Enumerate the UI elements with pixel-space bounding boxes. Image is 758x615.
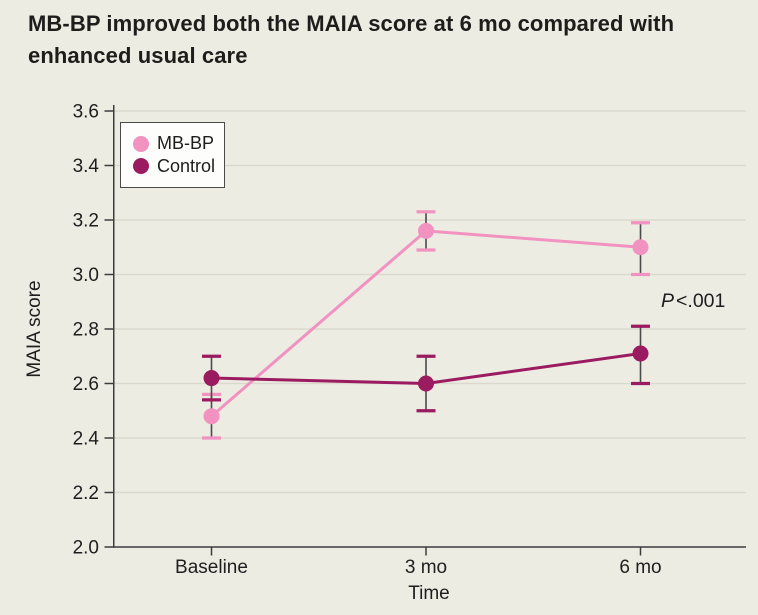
- x-tick-label-baseline: Baseline: [175, 557, 248, 578]
- p-symbol: P: [661, 290, 675, 312]
- figure-title-line-2: enhanced usual care: [28, 43, 248, 68]
- y-tick-label: 2.8: [73, 320, 99, 341]
- x-tick-label-3-mo: 3 mo: [405, 557, 447, 578]
- p-value-text: <.001: [676, 290, 726, 312]
- y-tick-label: 3.2: [73, 211, 99, 232]
- mb-bp-point-3-mo: [418, 222, 434, 239]
- y-tick-label: 2.0: [73, 538, 99, 559]
- y-tick-label: 3.4: [73, 156, 100, 177]
- legend-item-mb-bp: MB-BP: [133, 132, 224, 154]
- mb-bp-point-6-mo: [632, 239, 649, 256]
- y-axis-title: MAIA score: [24, 280, 45, 377]
- y-tick-label: 3.6: [73, 102, 99, 123]
- y-tick-label: 2.6: [73, 374, 99, 395]
- figure-title: MB-BP improved both the MAIA score at 6 …: [28, 8, 728, 72]
- mb-bp-series-swatch-icon: [133, 135, 149, 152]
- control-series-swatch-icon: [133, 158, 149, 175]
- x-tick-label-6-mo: 6 mo: [619, 557, 661, 578]
- x-axis-title: Time: [408, 583, 450, 604]
- control-point-6-mo: [632, 345, 649, 362]
- control-point-3-mo: [418, 375, 434, 392]
- mb-bp-point-baseline: [203, 408, 220, 425]
- legend-label-control: Control: [157, 155, 216, 176]
- y-tick-label: 2.2: [73, 483, 99, 504]
- legend-item-control: Control: [133, 155, 224, 177]
- figure-title-line-1: MB-BP improved both the MAIA score at 6 …: [28, 11, 675, 36]
- chart-legend: MB-BP Control: [120, 122, 225, 188]
- p-value-annotation: P <.001: [661, 290, 725, 313]
- y-tick-label: 3.0: [73, 265, 99, 286]
- control-point-baseline: [203, 370, 220, 387]
- legend-label-mb-bp: MB-BP: [157, 132, 215, 153]
- y-tick-label: 2.4: [73, 429, 100, 450]
